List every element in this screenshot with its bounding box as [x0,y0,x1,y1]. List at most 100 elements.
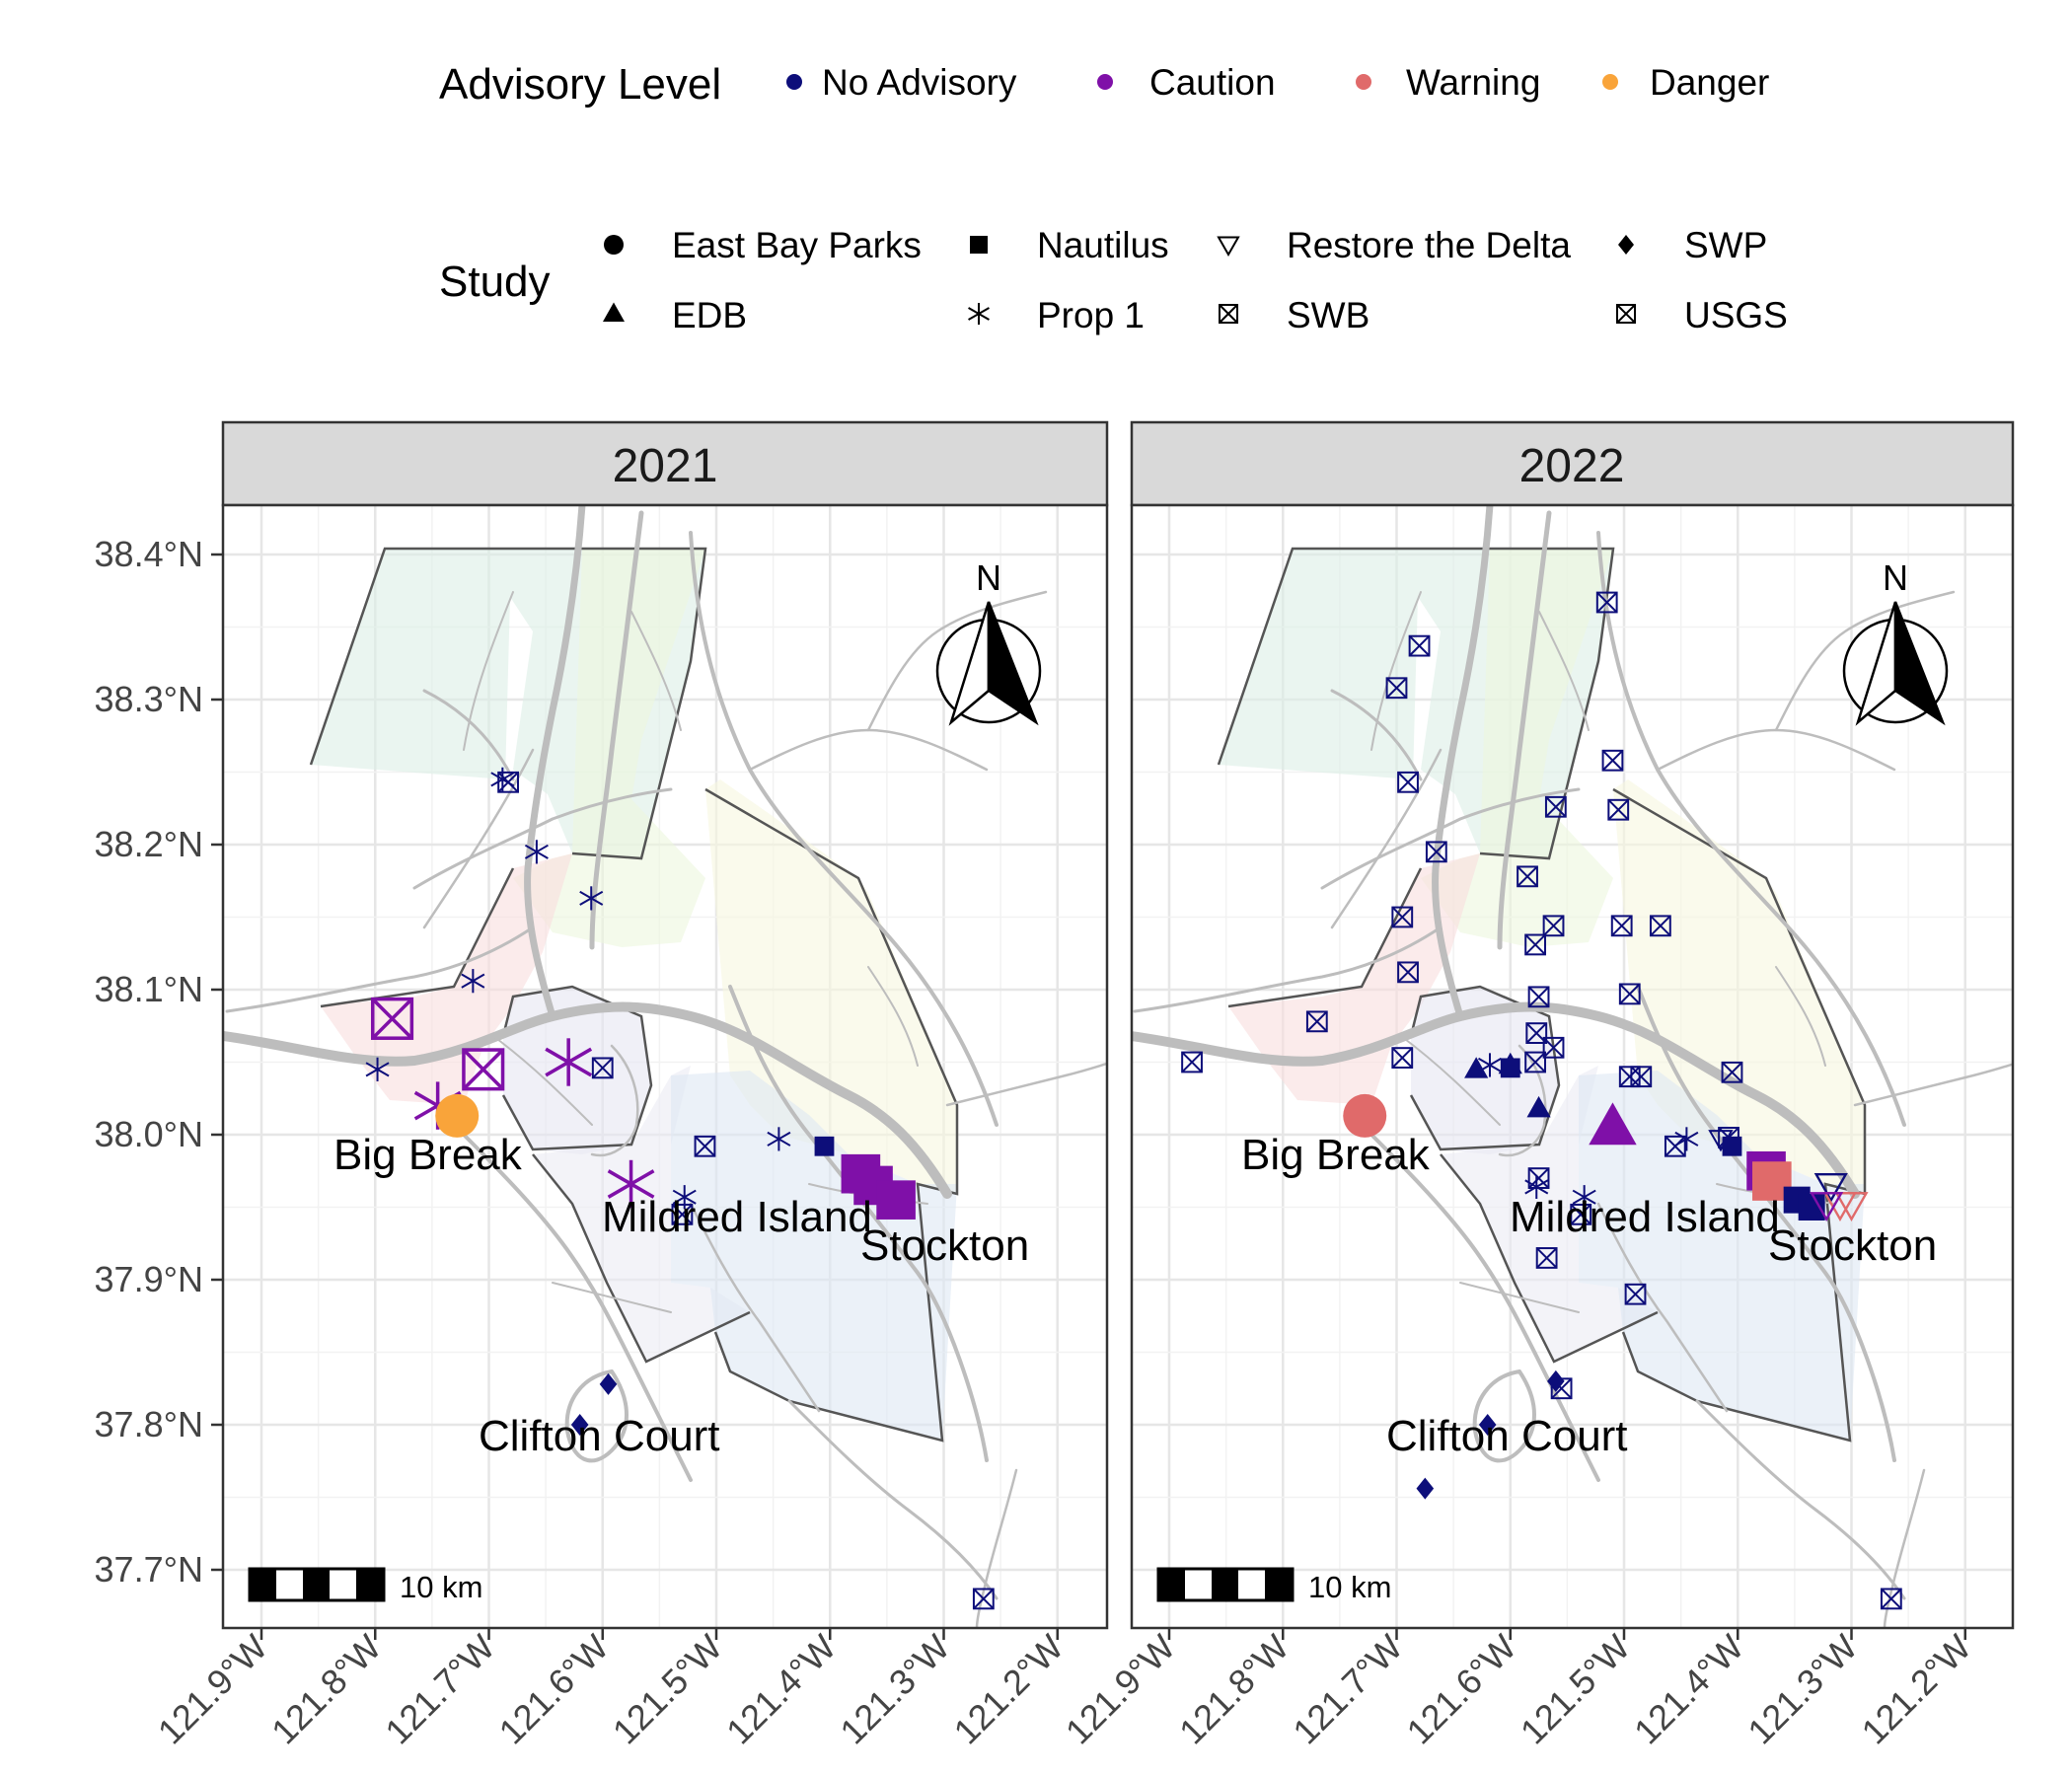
place-label-clifton-court: Clifton Court [1386,1412,1628,1460]
north-arrow-label: N [1883,557,1908,598]
legend-label-usgs: USGS [1684,295,1788,335]
waterway-9 [1330,748,1443,929]
point-usgs-no-advisory [972,1588,995,1610]
waterway-17 [1370,591,1422,751]
point-swb-no-advisory [1305,1010,1328,1033]
waterway-8 [422,689,515,781]
north-arrow-label: N [976,557,1001,598]
lat-tick-label: 37.9°N [95,1259,203,1299]
waterway-17 [463,591,514,751]
lon-tick-label: 121.9°W [1058,1627,1183,1752]
region-boundary-4 [1440,1153,1659,1364]
point-swp-no-advisory [1547,1369,1565,1392]
study-legend: Study East Bay Parks EDB Nautilus Prop 1 Res… [439,225,1788,335]
lon-tick-label: 121.8°W [263,1627,389,1752]
place-label-clifton-court: Clifton Court [479,1412,720,1460]
point-swp-no-advisory [1416,1477,1435,1500]
point-swb-no-advisory [1610,915,1633,937]
triangle-down-open-icon [1217,236,1240,258]
point-east-bay-parks-warning [1343,1093,1387,1138]
longitude-axis-2022: 121.9°W121.8°W121.7°W121.6°W121.5°W121.4… [1058,1627,1979,1752]
scale-bar-2022: 10 km [1156,1567,1391,1604]
point-swb-no-advisory [1524,933,1547,956]
legend-label-danger: Danger [1650,62,1769,103]
point-restore-the-delta-no-advisory [1813,1172,1848,1203]
point-east-bay-parks-danger [435,1093,480,1138]
legend-key-prop-1: Prop 1 [968,295,1145,335]
legend-key-nautilus: Nautilus [970,225,1169,265]
circle-icon [604,235,624,255]
legend-key-swp: SWP [1618,225,1767,265]
waterway-16 [689,1202,821,1413]
lat-tick-label: 37.7°N [95,1549,203,1590]
legend-key-east-bay-parks: East Bay Parks [604,225,922,265]
point-swb-no-advisory [1397,771,1419,793]
advisory-points-2021 [365,767,995,1610]
point-swb-no-advisory [1524,1051,1547,1073]
region-5 [533,1066,750,1362]
waterway-2 [1497,510,1552,950]
waterway-18 [630,611,682,731]
panel-2022: 2022 Big Break Mildred Island Stockton C… [1130,420,2015,1630]
legend-key-no-advisory: No Advisory [786,62,1017,103]
waterway-15 [590,1044,639,1157]
lon-tick-label: 121.5°W [1513,1627,1638,1752]
point-usgs-no-advisory [1880,1588,1902,1610]
scale-bar-label: 10 km [400,1570,482,1604]
point-swb-no-advisory [1630,1066,1653,1088]
point-prop-1-no-advisory [579,886,604,911]
waterway-6 [225,925,535,1013]
waterway-3 [1596,531,1906,1127]
lon-tick-label: 121.6°W [491,1627,617,1752]
legend-label-prop-1: Prop 1 [1037,295,1145,335]
advisory-points-2022 [1181,591,1902,1610]
lon-tick-label: 121.2°W [946,1627,1072,1752]
legend-label-no-advisory: No Advisory [822,62,1017,103]
waterway-22 [867,966,919,1067]
waterway-8 [1330,689,1423,781]
square-icon [970,236,988,254]
point-prop-1-caution [545,1038,593,1086]
point-restore-the-delta-caution [1810,1192,1844,1221]
point-swb-no-advisory [1624,1283,1647,1305]
legend-swatch-caution [1097,74,1113,90]
legend-label-restore-the-delta: Restore the Delta [1287,225,1571,265]
panel-strip-2022 [1130,420,2015,507]
region-boundary-4 [532,1153,751,1364]
point-prop-1-no-advisory [767,1127,791,1151]
region-boundary-3 [501,985,653,1151]
legend-label-swb: SWB [1287,295,1369,335]
legend-key-swb: SWB [1219,295,1369,335]
point-swp-no-advisory [1478,1414,1497,1436]
point-edb-caution [1589,1102,1637,1146]
waterway-20 [552,1282,672,1313]
waterway-14 [564,1369,629,1463]
waterway-2 [589,510,644,950]
point-swb-caution [462,1048,505,1091]
legend-label-warning: Warning [1406,62,1540,103]
lon-tick-label: 121.9°W [150,1627,275,1752]
region-boundary-3 [1409,985,1561,1151]
point-swb-no-advisory [1397,961,1419,984]
point-swb-no-advisory [1595,591,1618,614]
region-6 [671,1071,957,1441]
waterway-13 [787,1399,999,1600]
lat-tick-label: 38.4°N [95,534,203,574]
waterway-14 [1472,1369,1536,1463]
point-prop-1-caution [607,1159,655,1209]
point-prop-1-no-advisory [365,1057,390,1081]
point-swb-no-advisory [1391,906,1414,928]
waterway-23 [975,1468,1018,1628]
study-legend-title: Study [439,258,551,306]
point-swb-no-advisory [1408,634,1431,657]
region-3 [1228,853,1480,1105]
latitude-axis: 38.4°N 38.3°N 38.2°N 38.1°N 38.0°N 37.9°N 37.8… [95,534,223,1590]
waterway-18 [1538,611,1590,731]
point-swb-no-advisory [1550,1377,1573,1400]
waterway-1 [524,505,586,1020]
waterway-12 [1853,1063,2013,1107]
point-swb-no-advisory [1664,1135,1686,1157]
waterway-7 [412,787,673,890]
region-6 [1579,1071,1865,1441]
legend-key-caution: Caution [1097,62,1276,103]
